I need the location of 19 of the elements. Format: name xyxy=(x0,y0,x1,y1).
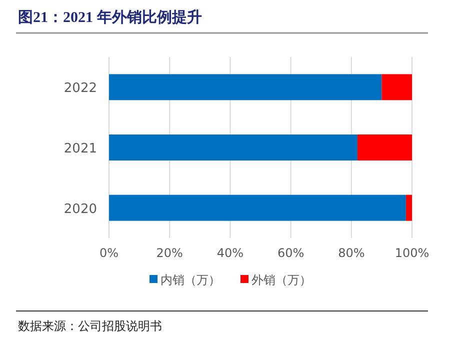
y-tick-label: 2022 xyxy=(64,81,97,96)
bar xyxy=(406,194,412,221)
bar xyxy=(109,134,358,160)
y-tick-label: 2021 xyxy=(64,142,97,156)
x-tick-label: 60% xyxy=(277,246,304,260)
x-tick-label: 100% xyxy=(394,246,430,260)
source-note: 数据来源：公司招股说明书 xyxy=(18,319,162,333)
bar xyxy=(109,74,382,100)
legend-label: 外销（万） xyxy=(252,273,312,287)
bar xyxy=(382,74,412,100)
bar xyxy=(357,134,412,160)
legend-label: 内销（万） xyxy=(160,273,220,287)
x-tick-label: 80% xyxy=(338,246,365,260)
y-tick-label: 2020 xyxy=(64,202,97,217)
chart-title: 图21：2021 年外销比例提升 xyxy=(18,9,202,26)
bar xyxy=(109,194,406,221)
x-tick-label: 40% xyxy=(216,246,244,260)
x-tick-label: 20% xyxy=(156,246,183,260)
x-tick-label: 0% xyxy=(99,246,119,260)
